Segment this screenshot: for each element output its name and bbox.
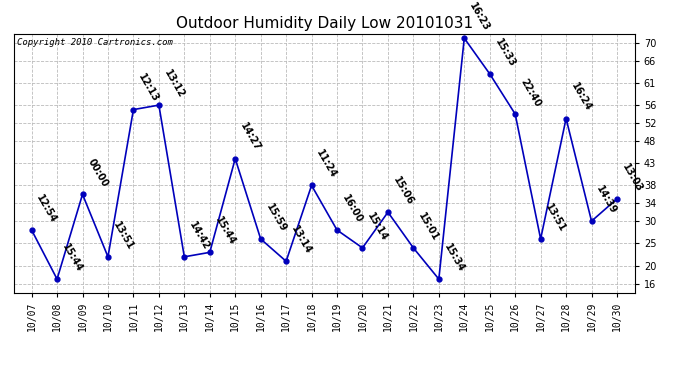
- Text: 15:14: 15:14: [366, 211, 390, 243]
- Text: 11:24: 11:24: [315, 148, 339, 180]
- Text: 16:00: 16:00: [340, 193, 364, 225]
- Text: 15:44: 15:44: [60, 242, 84, 274]
- Text: 00:00: 00:00: [86, 157, 110, 189]
- Text: 14:39: 14:39: [595, 184, 619, 216]
- Text: 12:54: 12:54: [34, 193, 59, 225]
- Text: 13:12: 13:12: [162, 68, 186, 100]
- Text: 14:27: 14:27: [238, 122, 262, 153]
- Text: 12:13: 12:13: [137, 72, 161, 104]
- Text: 13:51: 13:51: [111, 220, 135, 252]
- Text: 15:06: 15:06: [391, 175, 415, 207]
- Text: Copyright 2010 Cartronics.com: Copyright 2010 Cartronics.com: [17, 38, 172, 46]
- Text: 15:34: 15:34: [442, 242, 466, 274]
- Text: 13:03: 13:03: [620, 162, 644, 194]
- Text: 16:24: 16:24: [569, 81, 593, 113]
- Text: 15:01: 15:01: [417, 211, 441, 243]
- Text: 15:59: 15:59: [264, 202, 288, 234]
- Text: 13:51: 13:51: [544, 202, 568, 234]
- Text: 14:42: 14:42: [188, 220, 212, 252]
- Text: 15:33: 15:33: [493, 37, 517, 69]
- Text: 22:40: 22:40: [518, 77, 542, 109]
- Title: Outdoor Humidity Daily Low 20101031: Outdoor Humidity Daily Low 20101031: [176, 16, 473, 31]
- Text: 13:14: 13:14: [289, 224, 313, 256]
- Text: 15:44: 15:44: [213, 215, 237, 247]
- Text: 16:23: 16:23: [467, 1, 491, 33]
